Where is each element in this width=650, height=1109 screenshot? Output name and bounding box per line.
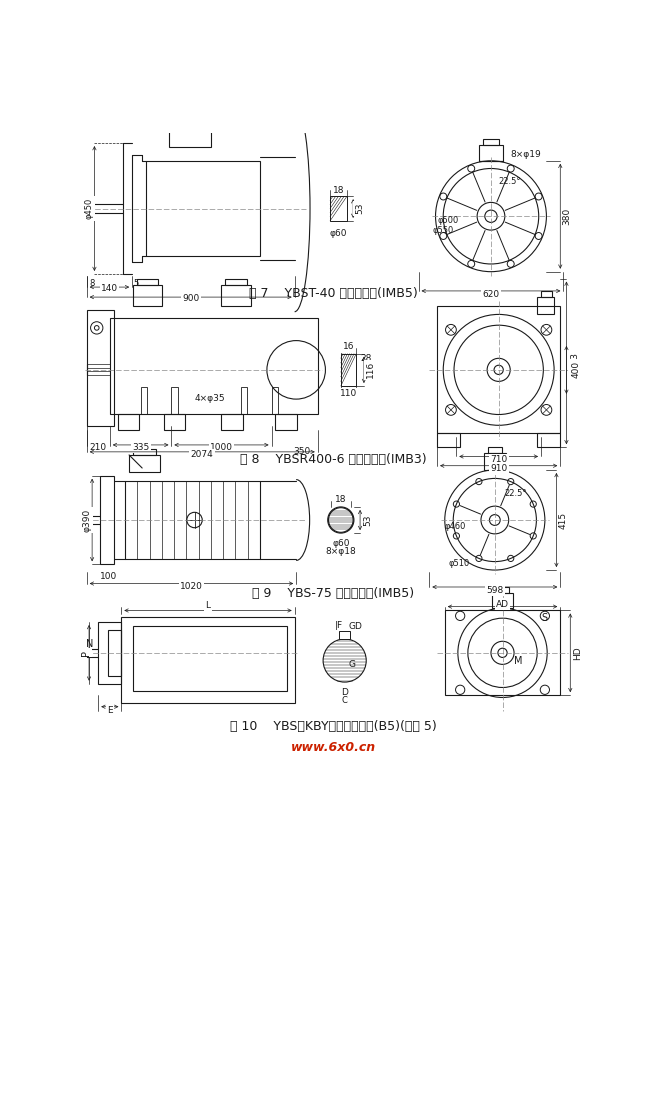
Bar: [222, 414, 243, 429]
Text: 图 10    YBS（KBY）外形尺寸图(B5)(见表 5): 图 10 YBS（KBY）外形尺寸图(B5)(见表 5): [229, 720, 437, 733]
Bar: [140, 387, 147, 414]
Text: L: L: [205, 601, 211, 610]
Text: φ500: φ500: [438, 215, 460, 225]
Text: HD: HD: [573, 647, 582, 660]
Text: 335: 335: [132, 442, 150, 451]
Text: φ60: φ60: [330, 228, 347, 237]
Text: 22.5°: 22.5°: [499, 177, 521, 186]
Bar: [492, 593, 514, 608]
Text: 210: 210: [90, 442, 107, 451]
Bar: [541, 292, 552, 297]
Text: φ460: φ460: [444, 521, 465, 531]
Text: φ390: φ390: [82, 508, 91, 531]
Bar: [122, 617, 294, 703]
Bar: [445, 610, 560, 695]
Bar: [172, 387, 177, 414]
Bar: [125, 481, 260, 559]
Text: 1000: 1000: [210, 442, 233, 451]
Bar: [484, 140, 499, 145]
Bar: [136, 278, 159, 285]
Text: 18: 18: [333, 185, 344, 194]
Text: 16: 16: [343, 343, 354, 352]
Text: C: C: [342, 696, 348, 705]
Bar: [488, 447, 502, 452]
Bar: [537, 434, 560, 447]
Text: 53: 53: [363, 515, 372, 526]
Text: 415: 415: [559, 511, 568, 529]
Text: |F: |F: [335, 621, 343, 630]
Bar: [276, 414, 297, 429]
Bar: [272, 387, 278, 414]
Bar: [100, 476, 114, 564]
Bar: [495, 587, 510, 593]
Bar: [164, 414, 185, 429]
Text: 53: 53: [355, 203, 364, 214]
Bar: [118, 414, 139, 429]
Text: GD: GD: [348, 622, 363, 631]
Text: φ450: φ450: [84, 197, 94, 220]
Bar: [222, 285, 251, 306]
Bar: [110, 318, 318, 414]
Text: φ510: φ510: [448, 559, 470, 569]
Text: 1020: 1020: [180, 582, 203, 591]
Bar: [339, 631, 350, 639]
Text: 22.5°: 22.5°: [504, 489, 526, 498]
Text: 400: 400: [571, 362, 580, 378]
Bar: [330, 196, 347, 221]
Bar: [98, 622, 122, 683]
Text: 图 8    YBSR400-6 外形尺寸图(IMB3): 图 8 YBSR400-6 外形尺寸图(IMB3): [240, 452, 426, 466]
Bar: [107, 630, 122, 675]
Bar: [484, 452, 506, 470]
Text: 100: 100: [100, 572, 117, 581]
Text: N: N: [86, 639, 93, 649]
Bar: [478, 145, 503, 161]
Text: 116: 116: [365, 362, 374, 378]
Bar: [129, 455, 160, 472]
Bar: [173, 118, 207, 124]
Text: 8: 8: [89, 279, 94, 288]
Text: P: P: [81, 650, 91, 655]
Bar: [341, 354, 356, 386]
Text: M: M: [514, 655, 522, 665]
Text: 1083: 1083: [569, 352, 578, 375]
Bar: [169, 124, 211, 146]
Bar: [133, 285, 162, 306]
Text: φ550: φ550: [433, 225, 454, 235]
Bar: [86, 311, 114, 426]
Text: 图 9    YBS-75 外形尺寸图(IMB5): 图 9 YBS-75 外形尺寸图(IMB5): [252, 588, 414, 600]
Text: 350: 350: [294, 447, 311, 456]
Bar: [537, 297, 554, 315]
Text: 28: 28: [360, 354, 371, 363]
Bar: [226, 278, 247, 285]
Text: 910: 910: [490, 465, 507, 474]
Text: 110: 110: [340, 389, 357, 398]
Bar: [437, 434, 460, 447]
Text: 4×φ35: 4×φ35: [194, 394, 226, 404]
Text: 2074: 2074: [191, 450, 214, 459]
Bar: [133, 449, 156, 455]
Text: 图 7    YBST-40 外形尺寸图(IMB5): 图 7 YBST-40 外形尺寸图(IMB5): [249, 287, 417, 301]
Text: D: D: [341, 689, 348, 698]
Bar: [437, 306, 560, 434]
Text: 140: 140: [101, 284, 118, 293]
Bar: [240, 387, 247, 414]
Text: 8×φ18: 8×φ18: [326, 547, 356, 556]
Bar: [146, 161, 260, 256]
Bar: [133, 625, 287, 691]
Text: φ60: φ60: [332, 539, 350, 548]
Text: www.6x0.cn: www.6x0.cn: [291, 742, 376, 754]
Text: S: S: [542, 613, 548, 623]
Text: AD: AD: [496, 600, 509, 609]
Text: 380: 380: [562, 207, 571, 225]
Text: E: E: [107, 706, 112, 715]
Text: 900: 900: [182, 294, 200, 303]
Text: 8×φ19: 8×φ19: [510, 150, 541, 160]
Text: 710: 710: [490, 455, 507, 464]
Text: 18: 18: [335, 495, 346, 503]
Text: 598: 598: [486, 586, 504, 594]
Text: G: G: [348, 660, 356, 669]
Text: 620: 620: [482, 291, 500, 299]
Text: 5: 5: [134, 279, 139, 288]
